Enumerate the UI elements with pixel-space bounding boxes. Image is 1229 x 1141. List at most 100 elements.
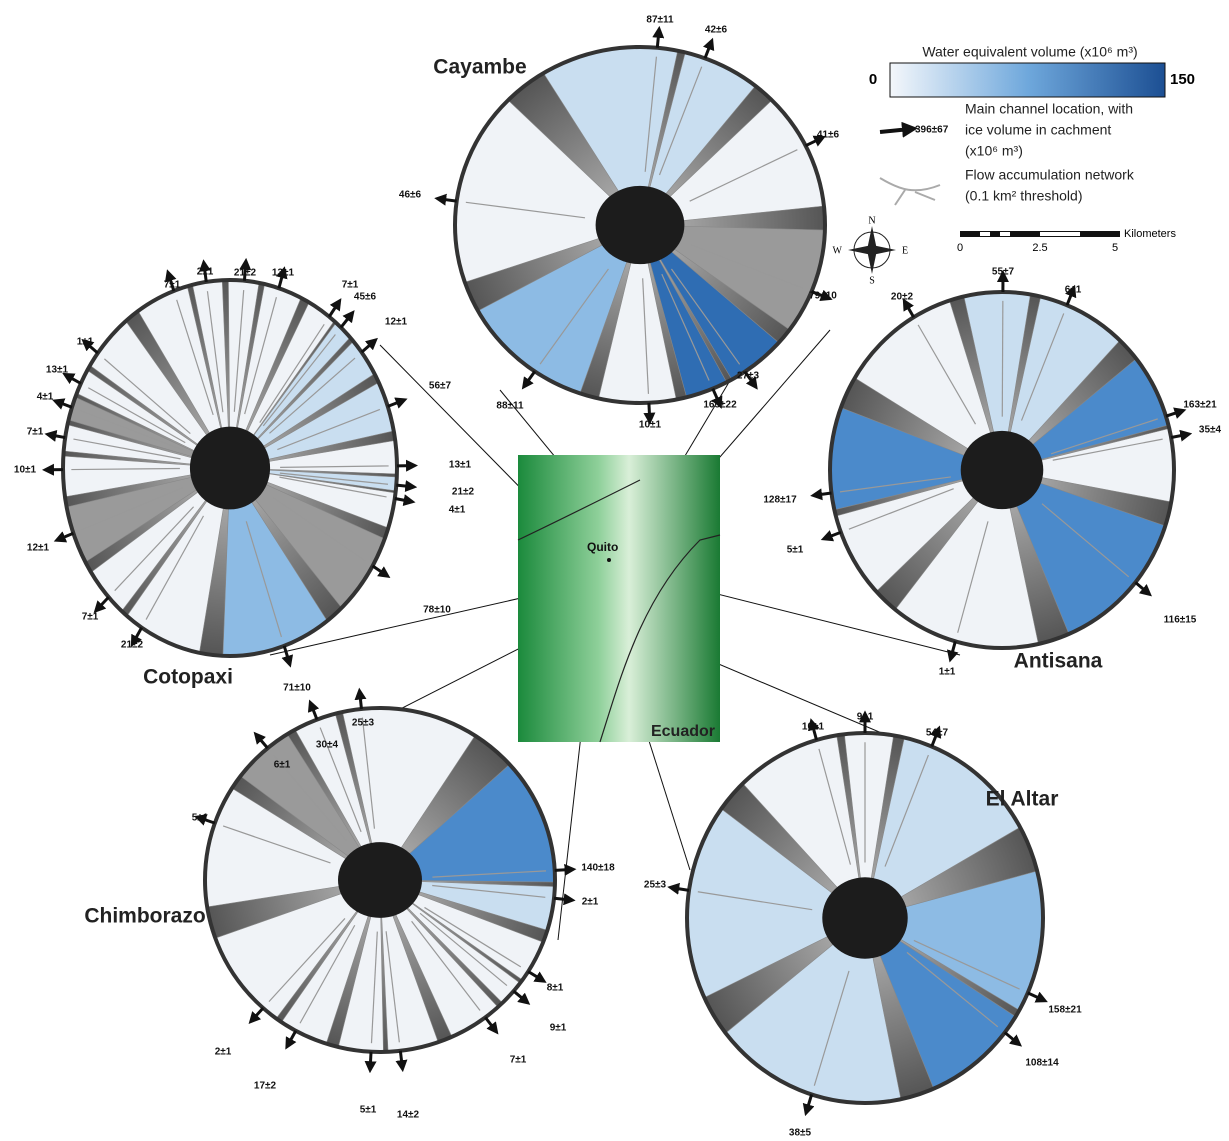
channel-arrow	[307, 699, 320, 721]
flow-line	[145, 515, 205, 620]
flow-line	[642, 278, 650, 394]
channel-label: 2±1	[582, 897, 599, 908]
channel-arrow	[53, 531, 74, 543]
flow-line	[299, 924, 356, 1024]
channel-label: 10±1	[14, 465, 37, 476]
channel-label: 56±7	[429, 381, 452, 392]
channel-arrow	[643, 402, 656, 425]
channel-arrow	[1027, 991, 1048, 1003]
volcano: 2±17±121±2 13±17±145±612±11±113±14±17±110…	[14, 257, 614, 694]
channel-arrow	[521, 370, 537, 390]
flow-line	[957, 521, 989, 633]
scale-bar: 0 2.5 5 Kilometers	[957, 228, 1177, 254]
channel-arrow	[743, 370, 758, 390]
channel-arrow	[553, 893, 576, 906]
channel-arrow	[52, 398, 73, 410]
legend-text: (x10⁶ m³)	[965, 143, 1023, 159]
channel-arrow	[667, 882, 690, 895]
city-dot	[607, 558, 611, 562]
volcano: 30±4 25±3 6±1 5±1 140±18 2±1 8±1 9±1 7±1 2±1 17±2 5…	[84, 605, 615, 1121]
channel-label: 1±1	[939, 667, 956, 678]
volcano-name: Chimborazo	[84, 905, 205, 928]
channel-label: 78±10	[423, 605, 451, 616]
legend-arrow	[879, 121, 918, 138]
volcano-name: Antisana	[1014, 650, 1103, 673]
channel-label: 21±2	[121, 640, 144, 651]
channel-label: 46±6	[399, 190, 422, 201]
channel-label: 2±1	[197, 267, 214, 278]
flow-line	[245, 521, 283, 638]
volcano-name: Cotopaxi	[143, 666, 233, 689]
channel-label: 21±2	[452, 487, 475, 498]
channel-label: 163±21	[1183, 400, 1217, 411]
legend-text: (0.1 km² threshold)	[965, 188, 1082, 204]
flow-line	[432, 884, 546, 898]
flow-line	[262, 334, 336, 427]
channel-label: 54±7	[926, 728, 949, 739]
flow-line	[689, 149, 798, 202]
border	[517, 479, 721, 743]
channel-arrow	[811, 289, 833, 301]
flow-line	[644, 56, 658, 172]
channel-label: 4±1	[449, 505, 466, 516]
channel-arrow	[371, 564, 391, 579]
legend-example: 396±67	[915, 125, 949, 136]
flow-line	[114, 506, 195, 592]
outline	[61, 278, 399, 658]
channel-label: 10±1	[639, 420, 662, 431]
channel-arrow	[554, 863, 577, 876]
scale-unit: Kilometers	[1124, 228, 1176, 240]
channel-label: 140±18	[581, 863, 615, 874]
channel-arrow	[394, 494, 416, 507]
flow-line	[272, 754, 347, 841]
flow-line	[465, 201, 586, 219]
flow-line	[906, 951, 999, 1028]
channel-label: 7±1	[510, 1055, 527, 1066]
flow-line	[269, 357, 356, 434]
flow-line	[884, 754, 929, 867]
channel-arrow	[946, 640, 959, 663]
channel-arrow	[711, 388, 723, 409]
flow-line	[259, 323, 325, 423]
channel-arrow	[902, 298, 916, 318]
flow-line	[277, 408, 381, 451]
flow-line	[691, 244, 804, 289]
channel-arrow	[387, 397, 408, 409]
channel-label: 55±7	[992, 267, 1015, 278]
compass-label: S	[869, 275, 875, 286]
flow-line	[848, 488, 954, 530]
channel-arrow	[929, 725, 942, 748]
channel-arrow	[395, 1050, 408, 1073]
channel-arrow	[62, 372, 82, 385]
color-min: 0	[869, 71, 877, 88]
flow-line	[370, 931, 378, 1044]
flow-line	[818, 748, 852, 865]
compass-label: E	[902, 245, 908, 256]
flow-line	[661, 273, 710, 381]
channel-label: 38±5	[789, 1128, 812, 1139]
channel-label: 5±1	[192, 813, 209, 824]
channel-label: 5±1	[787, 545, 804, 556]
flow-line	[432, 870, 547, 878]
channel-label: 7±1	[342, 280, 359, 291]
outline	[203, 706, 557, 1054]
channel-arrow	[239, 257, 252, 281]
channel-label: 4±1	[37, 392, 54, 403]
flow-line	[280, 465, 389, 468]
flow-line	[361, 717, 376, 829]
channel-arrow	[81, 338, 99, 355]
channel-label: 13±1	[449, 460, 472, 471]
channel-arrow	[364, 1051, 377, 1074]
channel-label: 71±10	[283, 683, 311, 694]
flow-line	[268, 918, 346, 1003]
flow-line	[80, 487, 184, 531]
flow-line	[424, 906, 522, 968]
channel-label: 5±1	[360, 1105, 377, 1116]
volcano-name: Cayambe	[433, 56, 526, 79]
channel-label: 116±15	[1164, 615, 1197, 626]
channel-arrow	[820, 530, 842, 542]
channel-arrow	[1170, 429, 1193, 442]
flow-line	[385, 931, 400, 1043]
channel-arrow	[93, 596, 110, 614]
